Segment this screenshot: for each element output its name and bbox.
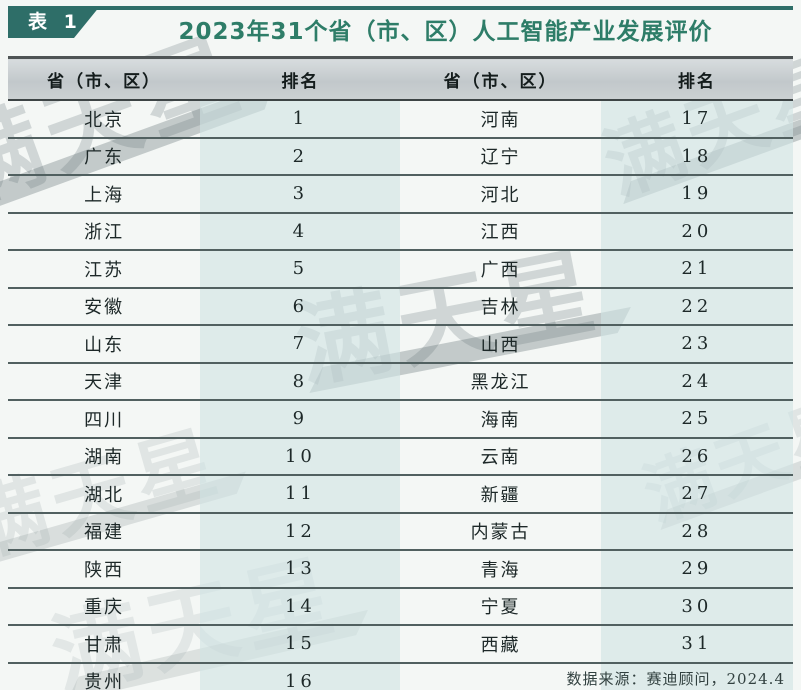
rank-cell: 21 — [600, 250, 793, 289]
rank-cell: 30 — [600, 587, 793, 626]
province-cell: 陕西 — [8, 550, 201, 589]
rank-cell: 25 — [600, 400, 793, 439]
table-row: 天津 8 黑龙江 24 — [8, 362, 793, 401]
table-title: 2023年31个省（市、区）人工智能产业发展评价 — [178, 19, 713, 45]
province-cell: 宁夏 — [400, 587, 601, 626]
province-cell: 广西 — [400, 250, 601, 289]
province-cell: 山西 — [400, 325, 601, 364]
province-cell: 天津 — [8, 362, 201, 401]
column-header-rank: 排名 — [200, 56, 401, 101]
province-cell: 河北 — [400, 175, 601, 214]
province-cell: 重庆 — [8, 587, 201, 626]
table-number-label: 表 1 — [28, 11, 82, 33]
province-cell: 安徽 — [8, 287, 201, 326]
rank-cell — [600, 662, 793, 690]
province-cell: 湖北 — [8, 475, 201, 514]
column-header-province: 省（市、区） — [8, 56, 201, 101]
province-cell: 新疆 — [400, 475, 601, 514]
province-cell: 四川 — [8, 400, 201, 439]
rank-cell: 28 — [600, 512, 793, 551]
rank-cell: 23 — [600, 325, 793, 364]
rank-cell: 27 — [600, 475, 793, 514]
rank-cell: 20 — [600, 212, 793, 251]
rank-cell: 1 — [200, 100, 401, 139]
province-cell: 浙江 — [8, 212, 201, 251]
province-cell: 黑龙江 — [400, 362, 601, 401]
rank-cell: 14 — [200, 587, 401, 626]
rank-cell: 6 — [200, 287, 401, 326]
column-header-rank: 排名 — [600, 56, 793, 101]
province-cell — [400, 662, 601, 690]
column-header-province: 省（市、区） — [400, 56, 601, 101]
rank-cell: 18 — [600, 137, 793, 176]
rank-cell: 16 — [200, 662, 401, 690]
province-cell: 上海 — [8, 175, 201, 214]
ranking-table: 省（市、区） 排名 省（市、区） 排名 北京 1 河南 17 广东 2 辽宁 18 上海 3 河北 19 浙江… — [8, 56, 793, 690]
province-cell: 青海 — [400, 550, 601, 589]
rank-cell: 2 — [200, 137, 401, 176]
rank-cell: 9 — [200, 400, 401, 439]
table-body: 北京 1 河南 17 广东 2 辽宁 18 上海 3 河北 19 浙江 4 江西 20 江苏 5 广西 21 安徽 6 吉林… — [8, 100, 793, 690]
table-row: 重庆 14 宁夏 30 — [8, 587, 793, 626]
rank-cell: 22 — [600, 287, 793, 326]
table-row: 上海 3 河北 19 — [8, 175, 793, 214]
province-cell: 云南 — [400, 437, 601, 476]
rank-cell: 13 — [200, 550, 401, 589]
table-row: 四川 9 海南 25 — [8, 400, 793, 439]
rank-cell: 15 — [200, 625, 401, 664]
province-cell: 山东 — [8, 325, 201, 364]
province-cell: 福建 — [8, 512, 201, 551]
rank-cell: 5 — [200, 250, 401, 289]
table-row: 湖北 11 新疆 27 — [8, 475, 793, 514]
rank-cell: 4 — [200, 212, 401, 251]
province-cell: 西藏 — [400, 625, 601, 664]
table-row: 浙江 4 江西 20 — [8, 212, 793, 251]
table-row: 广东 2 辽宁 18 — [8, 137, 793, 176]
caption-rule — [8, 6, 793, 10]
rank-cell: 10 — [200, 437, 401, 476]
ranking-table-container: 省（市、区） 排名 省（市、区） 排名 北京 1 河南 17 广东 2 辽宁 18 上海 3 河北 19 浙江… — [8, 56, 793, 690]
data-source-note: 数据来源：赛迪顾问，2024.4 — [566, 670, 785, 688]
table-row: 安徽 6 吉林 22 — [8, 287, 793, 326]
rank-cell: 29 — [600, 550, 793, 589]
province-cell: 辽宁 — [400, 137, 601, 176]
rank-cell: 26 — [600, 437, 793, 476]
rank-cell: 12 — [200, 512, 401, 551]
province-cell: 吉林 — [400, 287, 601, 326]
rank-cell: 8 — [200, 362, 401, 401]
province-cell: 甘肃 — [8, 625, 201, 664]
table-row: 江苏 5 广西 21 — [8, 250, 793, 289]
province-cell: 北京 — [8, 100, 201, 139]
rank-cell: 11 — [200, 475, 401, 514]
rank-cell: 3 — [200, 175, 401, 214]
rank-cell: 19 — [600, 175, 793, 214]
table-row: 甘肃 15 西藏 31 — [8, 625, 793, 664]
table-row: 山东 7 山西 23 — [8, 325, 793, 364]
rank-cell: 17 — [600, 100, 793, 139]
table-row: 贵州 16 — [8, 662, 793, 690]
table-header-row: 省（市、区） 排名 省（市、区） 排名 — [8, 56, 793, 101]
province-cell: 广东 — [8, 137, 201, 176]
province-cell: 江苏 — [8, 250, 201, 289]
table-number-badge: 表 1 — [8, 6, 100, 38]
table-row: 福建 12 内蒙古 28 — [8, 512, 793, 551]
province-cell: 贵州 — [8, 662, 201, 690]
table-row: 湖南 10 云南 26 — [8, 437, 793, 476]
rank-cell: 7 — [200, 325, 401, 364]
province-cell: 江西 — [400, 212, 601, 251]
province-cell: 内蒙古 — [400, 512, 601, 551]
rank-cell: 24 — [600, 362, 793, 401]
rank-cell: 31 — [600, 625, 793, 664]
table-row: 北京 1 河南 17 — [8, 100, 793, 139]
table-row: 陕西 13 青海 29 — [8, 550, 793, 589]
province-cell: 海南 — [400, 400, 601, 439]
province-cell: 湖南 — [8, 437, 201, 476]
province-cell: 河南 — [400, 100, 601, 139]
